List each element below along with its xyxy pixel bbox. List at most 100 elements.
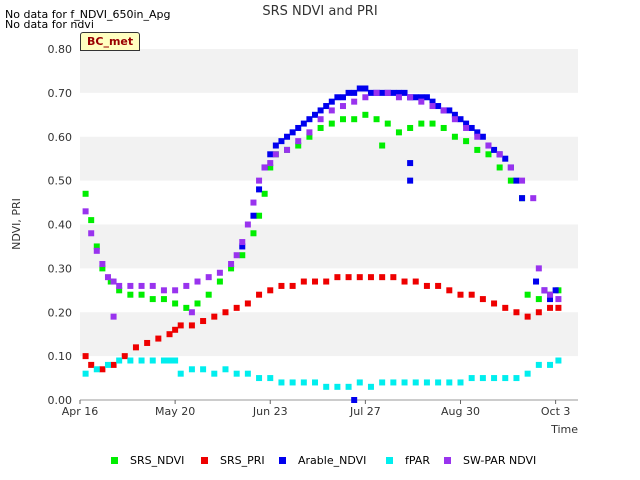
data-point [200,366,207,373]
legend-label: Arable_NDVI [298,454,366,467]
x-tick-label: Apr 16 [62,405,99,418]
data-point [312,111,319,118]
data-point [172,287,179,294]
data-point [401,89,408,96]
legend-item: Arable_NDVI [279,454,366,467]
data-point [451,133,458,140]
data-point [82,370,89,377]
series-srs-pri [82,274,562,373]
y-tick-label: 0.70 [48,87,73,100]
data-point [513,177,520,184]
data-point [239,239,246,246]
data-point [116,357,123,364]
data-point [110,313,117,320]
site-badge: BC_met [80,32,141,51]
data-point [205,274,212,281]
data-point [284,146,291,153]
data-point [323,383,330,390]
data-point [555,296,562,303]
data-point [535,309,542,316]
data-point [519,177,526,184]
data-point [317,107,324,114]
data-point [334,383,341,390]
series-sw-par-ndvi [82,89,562,320]
data-point [451,111,458,118]
legend-swatch [386,457,393,464]
data-point [496,151,503,158]
data-point [183,282,190,289]
data-point [200,318,207,325]
data-point [345,274,352,281]
legend-swatch [279,457,286,464]
data-point [367,383,374,390]
data-point [367,89,374,96]
data-point [284,133,291,140]
y-tick-label: 0.50 [48,175,73,188]
data-point [351,89,358,96]
data-point [323,103,330,110]
data-point [395,129,402,136]
data-point [541,287,548,294]
x-tick-label: Jun 23 [252,405,288,418]
legend-item: SRS_NDVI [111,454,184,467]
data-point [228,265,235,272]
data-point [289,379,296,386]
data-point [390,274,397,281]
data-point [172,300,179,307]
data-point [412,278,419,285]
data-point [407,177,414,184]
legend-swatch [201,457,208,464]
data-point [127,291,134,298]
data-point [261,190,268,197]
y-tick-label: 0.60 [48,131,73,144]
data-point [132,344,139,351]
y-tick-label: 0.20 [48,306,73,319]
data-point [530,195,537,202]
data-point [468,375,475,382]
data-point [379,142,386,149]
data-point [278,138,285,145]
data-point [423,282,430,289]
data-point [524,313,531,320]
data-point [345,383,352,390]
data-point [317,116,324,123]
data-point [93,247,100,254]
data-point [188,366,195,373]
data-point [390,379,397,386]
data-point [278,282,285,289]
series-fpar [82,357,562,390]
data-point [379,89,386,96]
data-point [457,379,464,386]
data-point [547,361,554,368]
data-point [116,282,123,289]
legend-item: SRS_PRI [201,454,265,467]
data-point [491,146,498,153]
data-point [82,190,89,197]
data-point [457,116,464,123]
data-point [362,111,369,118]
data-point [412,379,419,386]
data-point [502,304,509,311]
x-tick-label: May 20 [155,405,195,418]
data-point [485,142,492,149]
legend-item: SW-PAR NDVI [444,454,536,467]
y-tick-label: 0.10 [48,350,73,363]
data-point [373,116,380,123]
data-point [312,379,319,386]
data-point [513,375,520,382]
data-point [339,103,346,110]
legend-swatch [111,457,118,464]
data-point [267,287,274,294]
data-point [244,300,251,307]
data-point [323,278,330,285]
data-point [379,379,386,386]
data-point [300,278,307,285]
grid-band [80,224,578,269]
data-point [267,151,274,158]
grid-band [80,136,578,181]
y-tick-label: 0.40 [48,219,73,232]
data-point [138,357,145,364]
data-point [166,331,173,338]
data-point [127,282,134,289]
no-data-note-1: No data for f_NDVI_650in_Apg [5,8,171,21]
